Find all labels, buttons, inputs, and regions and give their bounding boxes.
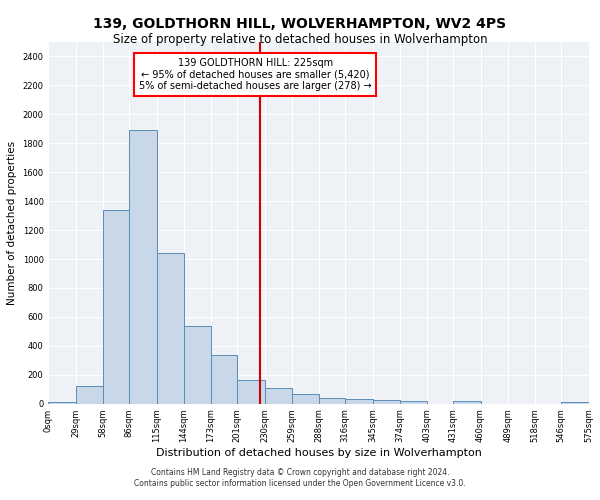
Bar: [237, 380, 265, 404]
X-axis label: Distribution of detached houses by size in Wolverhampton: Distribution of detached houses by size …: [155, 448, 481, 458]
Bar: [265, 388, 292, 404]
Bar: [157, 253, 184, 404]
Bar: [345, 400, 373, 404]
Text: 139, GOLDTHORN HILL, WOLVERHAMPTON, WV2 4PS: 139, GOLDTHORN HILL, WOLVERHAMPTON, WV2 …: [94, 18, 506, 32]
Bar: [76, 386, 103, 404]
Bar: [129, 130, 157, 404]
Y-axis label: Number of detached properties: Number of detached properties: [7, 141, 17, 305]
Bar: [454, 401, 481, 404]
Bar: [103, 210, 129, 404]
Text: Size of property relative to detached houses in Wolverhampton: Size of property relative to detached ho…: [113, 32, 487, 46]
Bar: [49, 402, 76, 404]
Bar: [400, 401, 427, 404]
Text: 139 GOLDTHORN HILL: 225sqm
← 95% of detached houses are smaller (5,420)
5% of se: 139 GOLDTHORN HILL: 225sqm ← 95% of deta…: [139, 58, 371, 91]
Bar: [373, 400, 400, 404]
Bar: [184, 326, 211, 404]
Bar: [319, 398, 345, 404]
Bar: [211, 356, 237, 404]
Text: Contains HM Land Registry data © Crown copyright and database right 2024.
Contai: Contains HM Land Registry data © Crown c…: [134, 468, 466, 487]
Bar: [292, 394, 319, 404]
Bar: [562, 402, 589, 404]
